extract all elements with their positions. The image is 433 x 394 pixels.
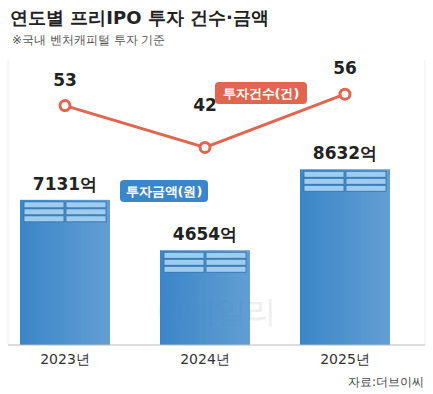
- marker: [340, 89, 350, 99]
- legend-label: 투자금액(원): [126, 184, 203, 199]
- baseline: [8, 345, 425, 346]
- marker: [60, 101, 70, 111]
- title: 연도별 프리IPO 투자 건수·금액: [10, 7, 269, 28]
- chart: 연도별 프리IPO 투자 건수·금액※국내 벤처캐피털 투자 기준이데일리713…: [0, 0, 433, 394]
- subtitle: ※국내 벤처캐피털 투자 기준: [12, 33, 166, 47]
- money-icon: [24, 209, 64, 215]
- money-icon: [164, 252, 204, 258]
- y-axis-line: [8, 60, 9, 345]
- money-icon: [164, 266, 204, 272]
- data-label: 4654억: [173, 224, 237, 244]
- money-icon: [346, 178, 386, 184]
- money-icon: [304, 185, 344, 191]
- legend-box: [215, 82, 307, 104]
- bar: [20, 200, 110, 345]
- bar: [160, 250, 250, 345]
- category-label: 2023년: [40, 351, 90, 367]
- money-icon: [206, 266, 246, 272]
- labels: 7131억 4654억 8632억투자금액(원) 53 42 56 투자건수(건): [33, 58, 377, 244]
- category-label: 2024년: [180, 351, 230, 367]
- money-icon: [24, 216, 64, 222]
- data-label: 7131억: [33, 174, 97, 194]
- money-icon: [66, 202, 106, 208]
- data-label: 42: [193, 95, 217, 115]
- money-icon: [66, 216, 106, 222]
- category-label: 2025년: [320, 351, 370, 367]
- legend-label: 투자건수(건): [223, 86, 300, 101]
- money-icon: [304, 171, 344, 177]
- data-label: 56: [333, 58, 357, 78]
- source: 자료:더브이씨: [348, 375, 424, 389]
- money-icon: [206, 259, 246, 265]
- money-icon: [346, 171, 386, 177]
- money-icon: [206, 252, 246, 258]
- data-label: 53: [53, 70, 77, 90]
- money-icon: [304, 178, 344, 184]
- money-icon: [346, 185, 386, 191]
- money-icon: [24, 202, 64, 208]
- marker: [200, 142, 210, 152]
- marks: [20, 89, 390, 345]
- money-icon: [66, 209, 106, 215]
- y2-axis-line: [425, 60, 426, 345]
- data-label: 8632억: [313, 143, 377, 163]
- bar: [300, 169, 390, 345]
- money-icon: [164, 259, 204, 265]
- legend-box: [120, 180, 208, 202]
